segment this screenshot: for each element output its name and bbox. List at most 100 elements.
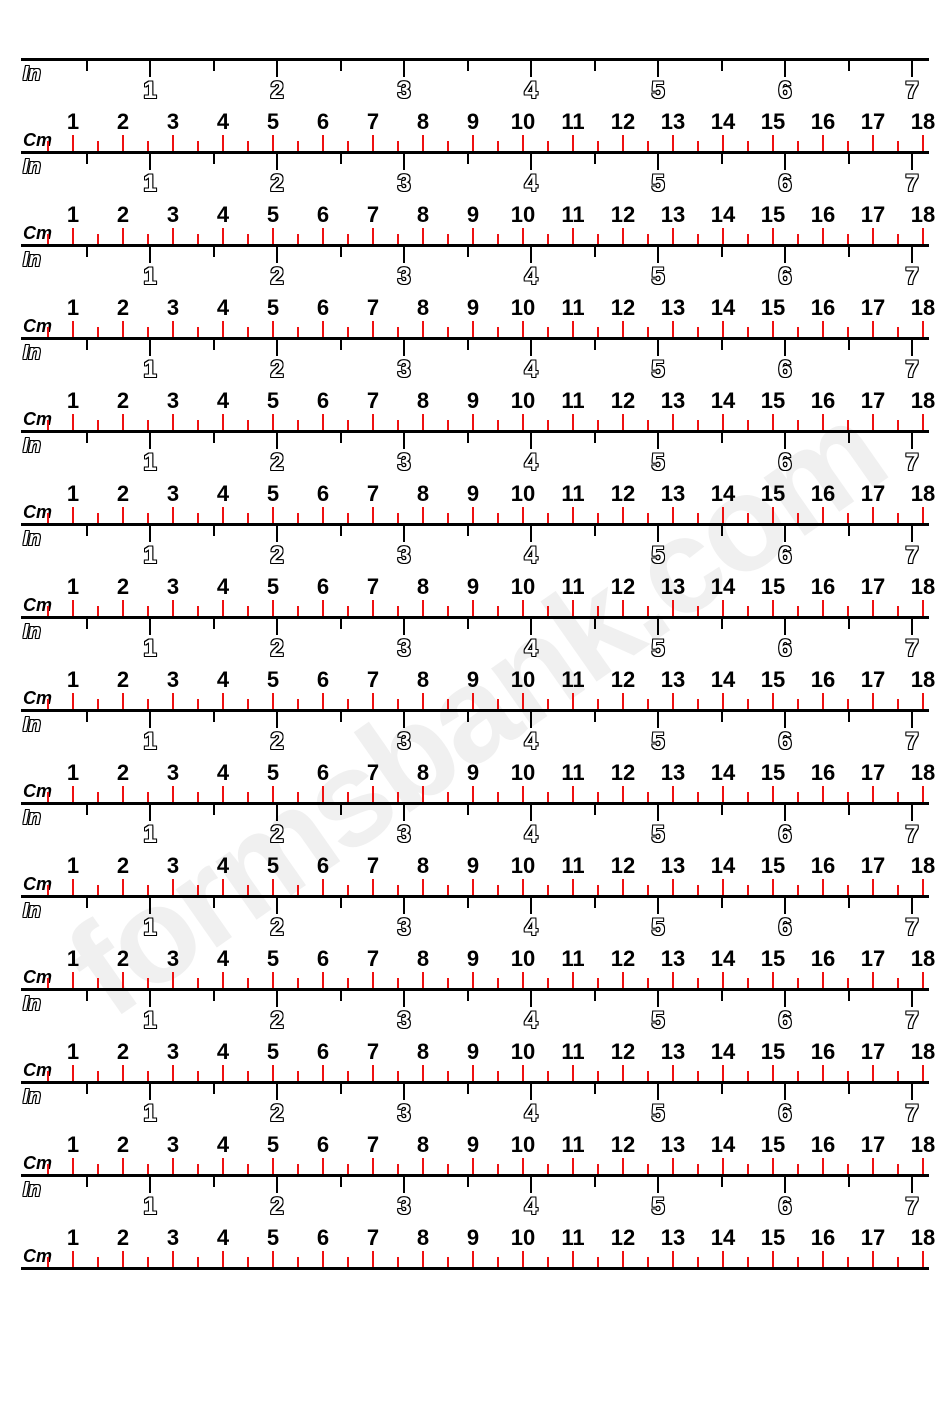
cm-tick-whole — [372, 972, 374, 988]
cm-tick-half — [547, 1257, 549, 1267]
cm-number: 12 — [611, 669, 635, 691]
cm-number: 8 — [417, 1134, 429, 1156]
inch-tick-half — [594, 805, 596, 815]
cm-number: 8 — [417, 111, 429, 133]
cm-tick-half — [397, 420, 399, 430]
cm-number: 17 — [861, 297, 885, 319]
cm-tick-whole — [622, 135, 624, 151]
inch-number: 3 — [397, 823, 410, 847]
cm-tick-whole — [872, 228, 874, 244]
cm-tick-whole — [422, 321, 424, 337]
cm-tick-half — [447, 885, 449, 895]
inch-number: 2 — [270, 79, 283, 103]
cm-tick-half — [647, 1071, 649, 1081]
inch-tick-whole — [403, 526, 405, 542]
cm-number: 1 — [67, 1134, 79, 1156]
cm-number: 18 — [911, 204, 935, 226]
inch-number: 4 — [524, 730, 537, 754]
cm-tick-half — [347, 606, 349, 616]
cm-tick-whole — [772, 786, 774, 802]
inch-tick-half — [848, 247, 850, 257]
cm-tick-half — [297, 141, 299, 151]
cm-tick-half — [197, 420, 199, 430]
cm-number: 6 — [317, 1134, 329, 1156]
inch-number: 5 — [651, 823, 664, 847]
cm-tick-whole — [472, 135, 474, 151]
cm-tick-half — [147, 1071, 149, 1081]
inch-tick-half — [848, 61, 850, 71]
unit-label-in: In — [23, 1179, 41, 1202]
cm-number: 3 — [167, 390, 179, 412]
cm-tick-half — [797, 327, 799, 337]
cm-tick-half — [347, 699, 349, 709]
cm-tick-whole — [172, 1065, 174, 1081]
inch-number: 7 — [905, 358, 918, 382]
cm-number: 1 — [67, 297, 79, 319]
cm-tick-half — [747, 513, 749, 523]
cm-number: 4 — [217, 669, 229, 691]
cm-tick-half — [447, 420, 449, 430]
cm-tick-half — [547, 1071, 549, 1081]
inch-number: 7 — [905, 79, 918, 103]
cm-tick-whole — [722, 972, 724, 988]
unit-label-in: In — [23, 156, 41, 179]
cm-tick-whole — [322, 600, 324, 616]
inch-number: 7 — [905, 172, 918, 196]
cm-tick-half — [197, 792, 199, 802]
cm-tick-half — [797, 1164, 799, 1174]
inch-tick-half — [340, 61, 342, 71]
cm-tick-half — [147, 1164, 149, 1174]
cm-tick-half — [297, 420, 299, 430]
cm-number: 15 — [761, 297, 785, 319]
cm-tick-whole — [322, 879, 324, 895]
cm-tick-whole — [122, 414, 124, 430]
cm-number: 15 — [761, 669, 785, 691]
cm-number: 12 — [611, 1227, 635, 1249]
cm-tick-whole — [122, 600, 124, 616]
cm-number: 6 — [317, 204, 329, 226]
inch-number: 6 — [778, 730, 791, 754]
cm-tick-whole — [472, 879, 474, 895]
cm-tick-half — [847, 141, 849, 151]
cm-tick-half — [647, 792, 649, 802]
cm-tick-whole — [372, 600, 374, 616]
inch-tick-half — [213, 619, 215, 629]
cm-tick-half — [647, 420, 649, 430]
cm-number: 10 — [511, 1134, 535, 1156]
cm-tick-whole — [922, 1158, 924, 1174]
inch-tick-half — [848, 712, 850, 722]
cm-number: 2 — [117, 669, 129, 691]
cm-tick-half — [897, 699, 899, 709]
inch-tick-whole — [657, 154, 659, 170]
cm-number: 16 — [811, 669, 835, 691]
cm-tick-whole — [122, 1251, 124, 1267]
cm-tick-half — [497, 606, 499, 616]
cm-tick-whole — [322, 972, 324, 988]
cm-tick-half — [797, 699, 799, 709]
cm-tick-whole — [422, 879, 424, 895]
inch-tick-half — [86, 1084, 88, 1094]
cm-tick-half — [897, 792, 899, 802]
cm-tick-whole — [822, 321, 824, 337]
cm-number: 13 — [661, 297, 685, 319]
cm-tick-half — [447, 1071, 449, 1081]
inch-tick-whole — [530, 1177, 532, 1193]
inch-tick-half — [340, 619, 342, 629]
cm-number: 18 — [911, 762, 935, 784]
cm-tick-half — [747, 1071, 749, 1081]
inch-tick-whole — [403, 712, 405, 728]
cm-tick-whole — [722, 786, 724, 802]
inch-tick-half — [340, 433, 342, 443]
cm-tick-half — [697, 606, 699, 616]
inch-tick-whole — [149, 898, 151, 914]
cm-number: 9 — [467, 204, 479, 226]
cm-number: 9 — [467, 948, 479, 970]
cm-tick-half — [897, 513, 899, 523]
cm-tick-half — [547, 1164, 549, 1174]
cm-tick-half — [597, 885, 599, 895]
cm-tick-whole — [272, 228, 274, 244]
cm-tick-half — [697, 420, 699, 430]
cm-tick-half — [147, 513, 149, 523]
cm-tick-half — [597, 792, 599, 802]
cm-tick-whole — [672, 879, 674, 895]
